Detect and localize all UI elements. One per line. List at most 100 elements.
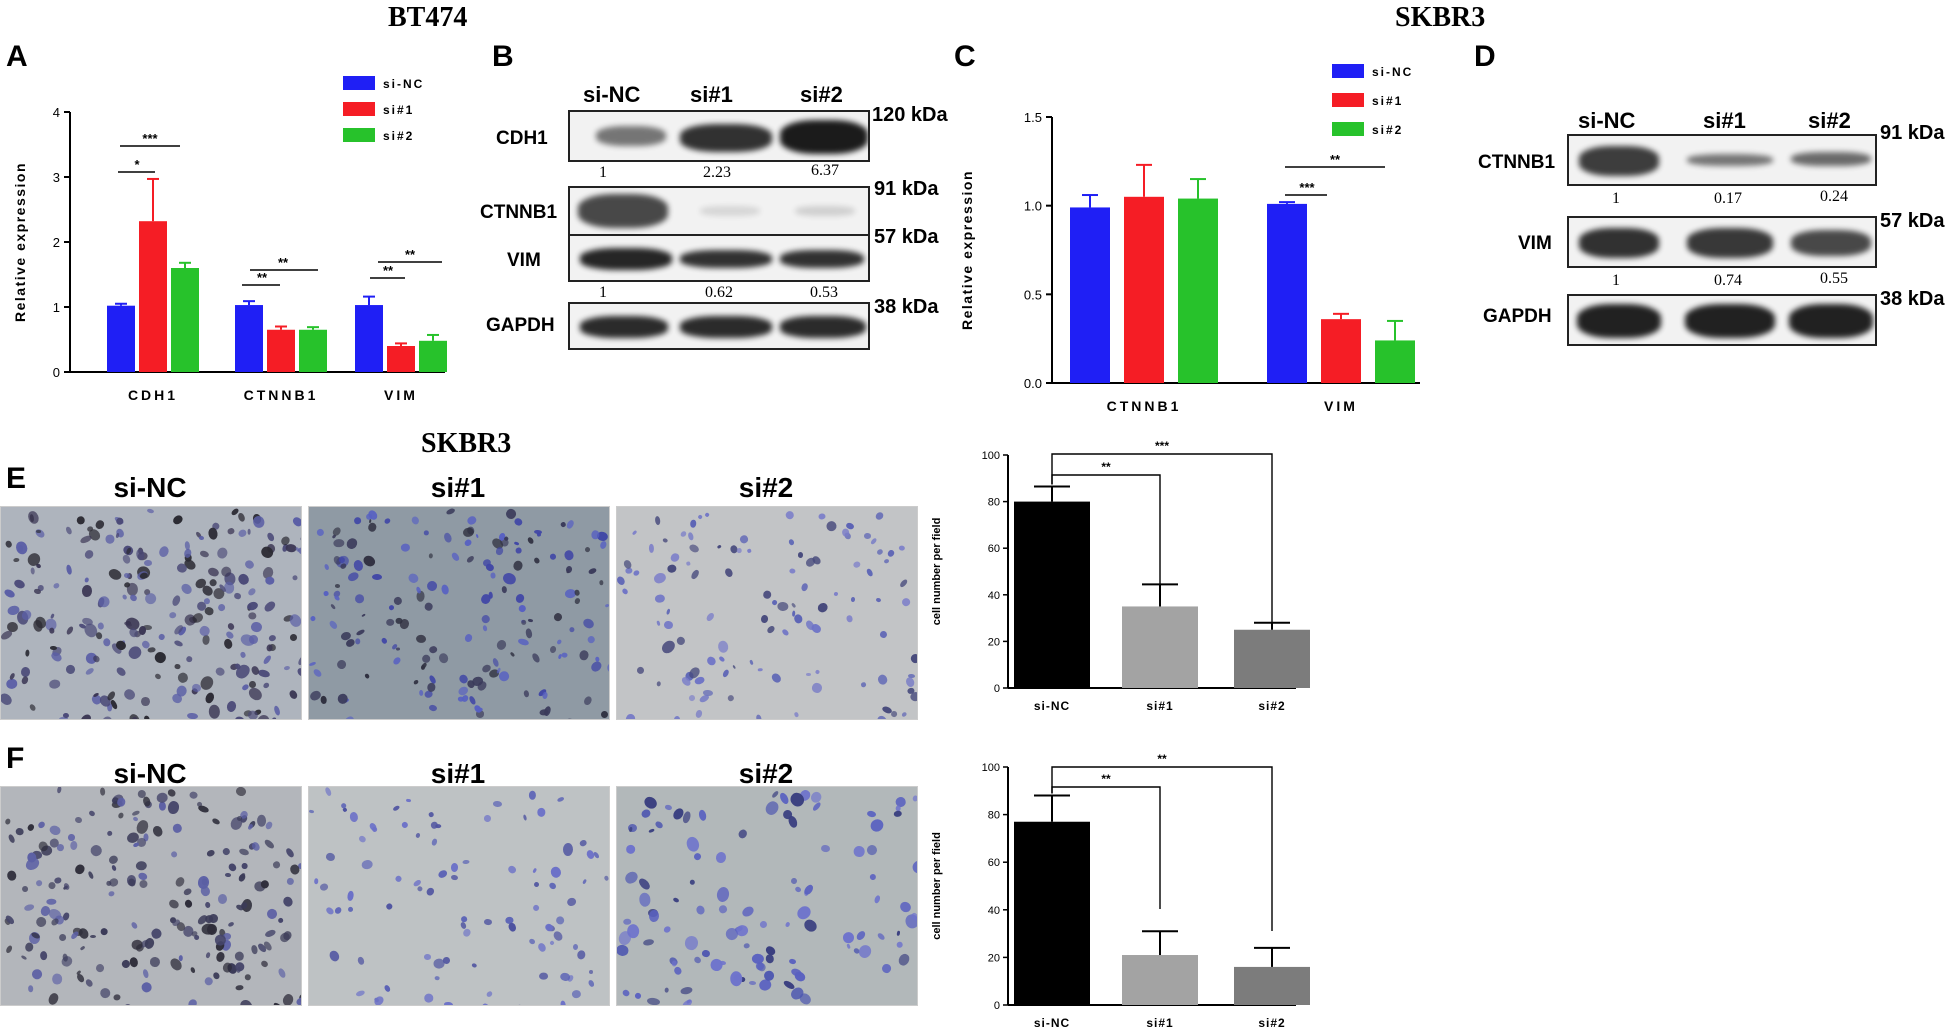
blot-d-kda-57: 57 kDa (1880, 210, 1945, 232)
panel-label-f: F (6, 742, 25, 775)
x-tick-label: si-NC (1034, 699, 1070, 713)
blot-d-kda-38: 38 kDa (1880, 288, 1945, 310)
stained-cell (277, 917, 284, 924)
stained-cell (692, 852, 703, 862)
stained-cell (176, 671, 190, 685)
x-tick-label: si#1 (1146, 699, 1173, 713)
stained-cell (266, 531, 277, 543)
significance-mark: *** (142, 131, 158, 146)
stained-cell (15, 826, 25, 836)
stained-cell (20, 954, 28, 960)
stained-cell (572, 943, 579, 951)
stained-cell (694, 708, 704, 719)
stained-cell (236, 512, 247, 523)
stained-cell (360, 859, 373, 870)
stained-cell (620, 587, 629, 596)
stained-cell (579, 838, 589, 847)
stained-cell (865, 567, 874, 577)
stained-cell (316, 527, 326, 537)
y-tick-label: 0 (994, 683, 1000, 695)
stained-cell (95, 631, 104, 641)
stained-cell (573, 597, 581, 605)
stained-cell (465, 515, 478, 527)
significance-mark: ** (405, 247, 416, 262)
stained-cell (512, 559, 524, 572)
bar-vim-si-NC (1267, 203, 1307, 383)
micro-f-title-si1: si#1 (430, 758, 486, 789)
stained-cell (624, 712, 637, 719)
stained-cell (172, 513, 185, 526)
stained-cell (663, 620, 674, 630)
stained-cell (662, 925, 672, 935)
stained-cell (141, 968, 150, 979)
stained-cell (107, 830, 113, 837)
stained-cell (433, 958, 446, 969)
stained-cell (462, 526, 475, 538)
stained-cell (89, 843, 105, 858)
stained-cell (653, 820, 665, 831)
stained-cell (107, 854, 120, 866)
stained-cell (335, 658, 349, 671)
micrograph-f-si2 (616, 786, 918, 1006)
stained-cell (131, 809, 141, 817)
stained-cell (556, 795, 565, 803)
stained-cell (787, 814, 799, 829)
bar-ctnnb1-si-NC (235, 305, 263, 372)
significance-mark: *** (1299, 180, 1315, 195)
stained-cell (121, 1003, 133, 1005)
bar-vim-si2 (419, 340, 447, 372)
stained-cell (513, 541, 520, 547)
stained-cell (887, 549, 897, 559)
stained-cell (281, 895, 294, 908)
blot-b-lane-si2: si#2 (800, 82, 843, 107)
bar-vim-si1 (1321, 319, 1361, 383)
stained-cell (400, 543, 411, 553)
stained-cell (239, 650, 247, 658)
blot-b-kda-57: 57 kDa (874, 226, 939, 248)
stained-cell (559, 520, 567, 528)
stained-cell (482, 624, 488, 632)
stained-cell (129, 956, 139, 968)
stained-cell (841, 528, 850, 537)
stained-cell (93, 962, 105, 974)
stained-cell (480, 613, 492, 625)
stained-cell (333, 905, 343, 916)
stained-cell (737, 827, 749, 840)
stained-cell (553, 611, 564, 623)
stained-cell (25, 509, 41, 526)
stained-cell (412, 678, 420, 686)
stained-cell (424, 530, 430, 535)
stained-cell (225, 699, 237, 713)
stained-cell (528, 790, 536, 800)
stained-cell (232, 591, 242, 600)
stained-cell (672, 965, 683, 976)
stained-cell (146, 508, 154, 514)
blot-d-kda-91: 91 kDa (1880, 122, 1945, 144)
stained-cell (344, 536, 359, 551)
stained-cell (537, 808, 546, 818)
stained-cell (866, 810, 877, 819)
stained-cell (327, 949, 341, 963)
stained-cell (113, 994, 121, 1001)
stained-cell (83, 577, 90, 584)
blot-b-lane-si1: si#1 (690, 82, 733, 107)
stained-cell (595, 656, 601, 662)
stained-cell (896, 941, 904, 949)
stained-cell (234, 715, 245, 719)
stained-cell (291, 516, 301, 529)
stained-cell (334, 538, 346, 548)
stained-cell (6, 869, 17, 881)
stained-cell (562, 842, 573, 857)
micrograph-e-si1 (308, 506, 610, 720)
blot-b-gapdh-membrane (568, 302, 870, 350)
stained-cell (5, 540, 14, 549)
stained-cell (132, 816, 139, 823)
micrograph-f-si-nc (0, 786, 302, 1006)
stained-cell (156, 544, 171, 559)
stained-cell (792, 970, 808, 985)
stained-cell (705, 654, 717, 667)
stained-cell (264, 928, 277, 939)
stained-cell (603, 875, 609, 881)
stained-cell (12, 577, 26, 590)
stained-cell (860, 680, 867, 688)
